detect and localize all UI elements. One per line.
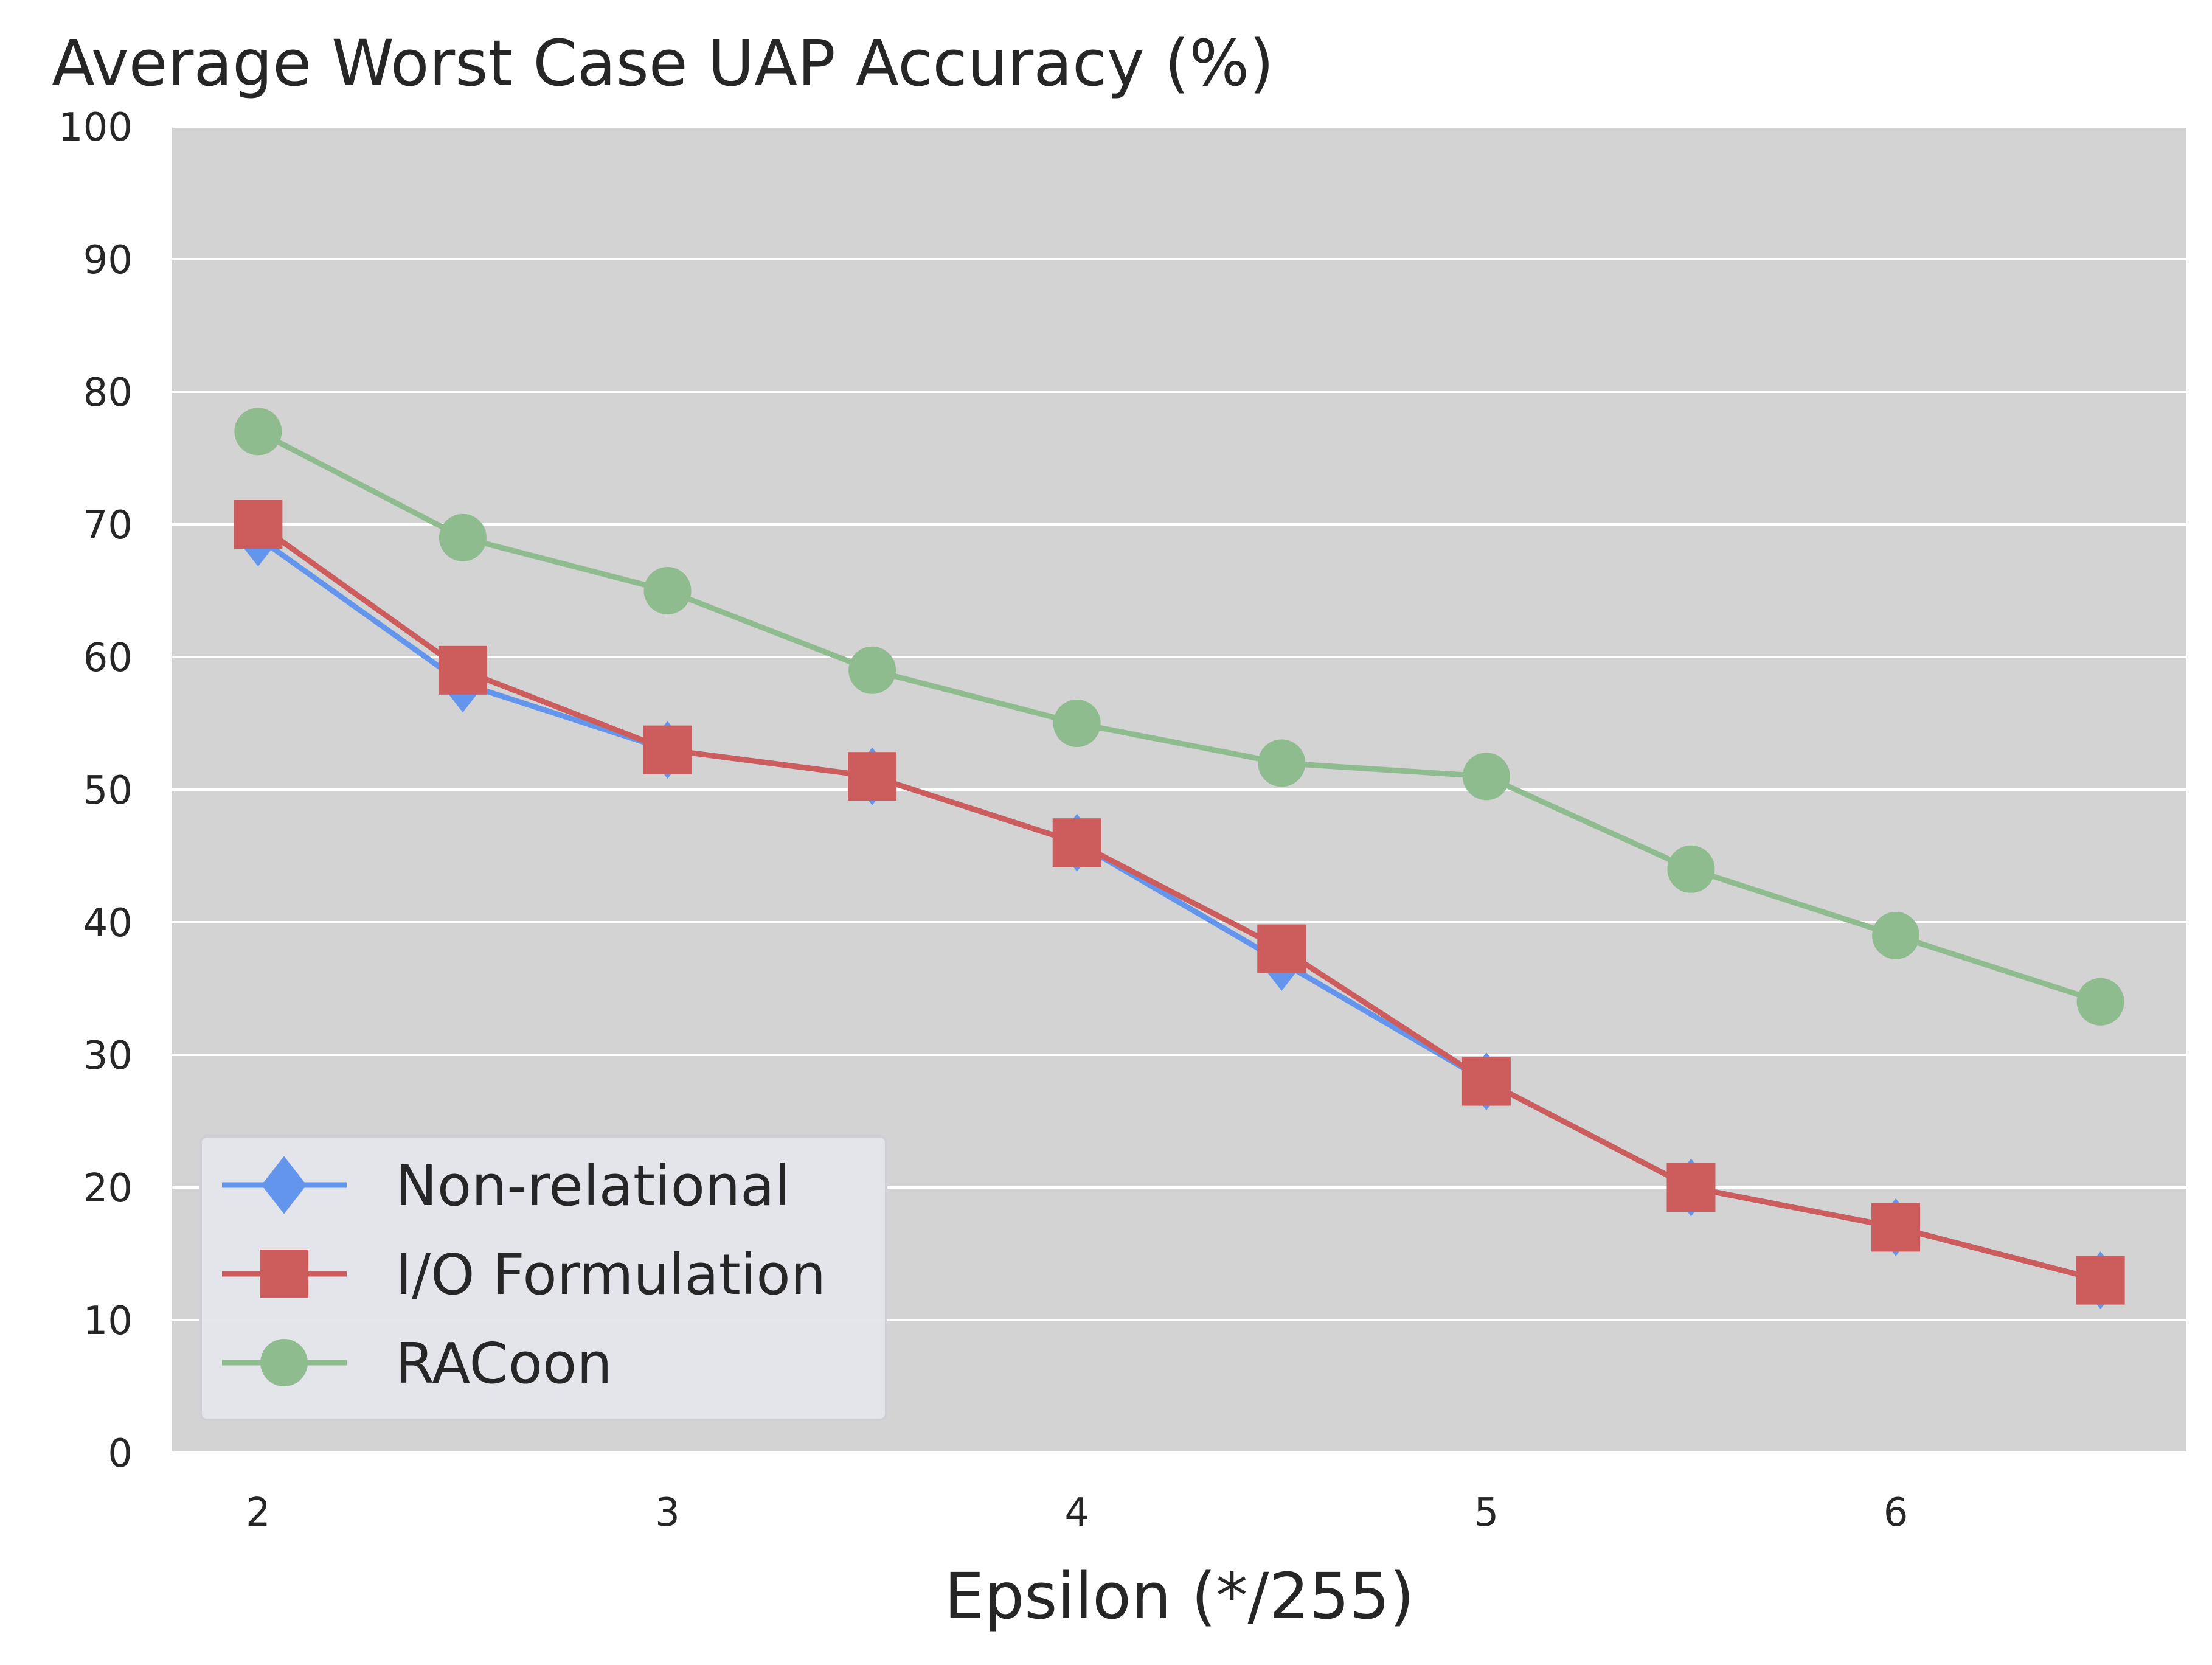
series-layer [234, 408, 2125, 1310]
x-axis-label: Epsilon (*/255) [945, 1559, 1415, 1633]
series-line [255, 428, 2104, 1005]
legend-box [199, 1135, 887, 1421]
y-tick-label: 40 [83, 901, 133, 946]
data-point [1053, 700, 1101, 747]
data-point [438, 645, 487, 695]
x-tick-label: 5 [1474, 1490, 1499, 1535]
data-point [234, 408, 282, 456]
data-point [1462, 753, 1510, 801]
legend-label: RACoon [395, 1331, 612, 1396]
data-point [643, 567, 692, 614]
legend-item: Non-relational [222, 1153, 790, 1218]
data-point [643, 725, 692, 774]
data-point [439, 513, 487, 561]
x-tick-label: 3 [655, 1490, 680, 1535]
y-tick-label: 0 [108, 1431, 133, 1476]
y-axis: 0 10 20 30 40 50 60 70 80 90 100 [58, 105, 133, 1476]
data-point [1052, 818, 1101, 867]
legend-label: Non-relational [395, 1153, 790, 1218]
x-axis: 2 3 4 5 6 [246, 1490, 1908, 1535]
legend-marker [260, 1250, 308, 1298]
series-racoon [234, 408, 2124, 1026]
data-point [1258, 739, 1306, 787]
data-point [1872, 911, 1920, 959]
series-line [255, 521, 2104, 1284]
y-tick-label: 10 [83, 1299, 133, 1344]
legend-item: RACoon [222, 1331, 612, 1396]
x-tick-label: 6 [1884, 1490, 1909, 1535]
y-tick-label: 50 [83, 768, 133, 813]
y-tick-label: 90 [83, 238, 133, 283]
data-point [1461, 1057, 1511, 1106]
legend-marker [261, 1156, 307, 1214]
y-tick-label: 60 [83, 636, 133, 681]
x-tick-label: 4 [1064, 1490, 1089, 1535]
legend-label: I/O Formulation [395, 1242, 826, 1307]
data-point [2076, 1256, 2125, 1305]
data-point [2076, 978, 2124, 1026]
y-tick-label: 70 [83, 503, 133, 548]
data-point [1666, 1163, 1716, 1212]
data-point [848, 646, 896, 694]
legend: Non-relational I/O Formulation RACoon [199, 1135, 887, 1421]
y-tick-label: 30 [83, 1034, 133, 1079]
y-tick-label: 20 [83, 1166, 133, 1211]
legend-marker [260, 1339, 308, 1386]
legend-item: I/O Formulation [222, 1242, 826, 1307]
data-point [848, 752, 897, 801]
data-point [1871, 1203, 1921, 1252]
x-tick-label: 2 [246, 1490, 271, 1535]
chart-title: Average Worst Case UAP Accuracy (%) [52, 26, 1274, 100]
series-i-o-formulation [234, 500, 2125, 1305]
data-point [1257, 924, 1306, 973]
data-point [1667, 845, 1715, 893]
y-tick-label: 100 [58, 105, 133, 150]
y-tick-label: 80 [83, 370, 133, 415]
data-point [234, 500, 283, 549]
